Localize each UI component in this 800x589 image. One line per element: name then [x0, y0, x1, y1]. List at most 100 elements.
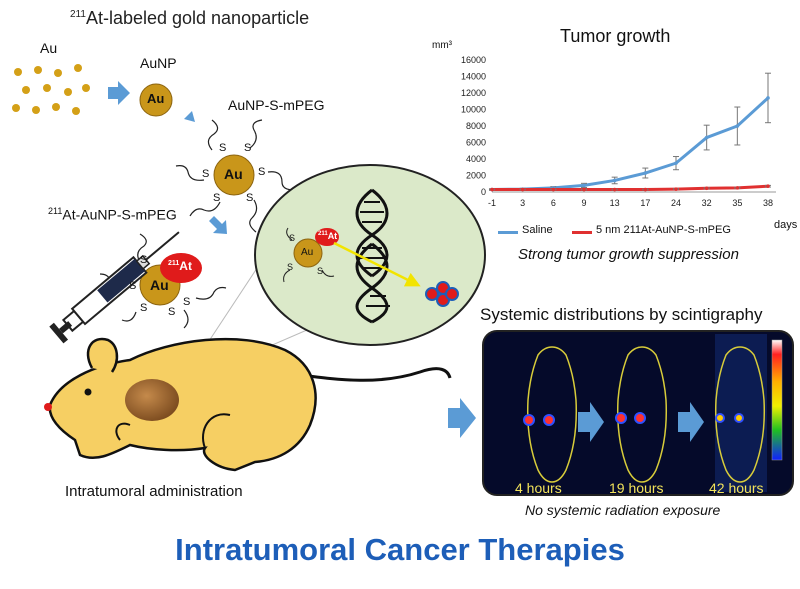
scintigraphy-caption: No systemic radiation exposure — [525, 502, 721, 518]
mouse — [44, 337, 452, 472]
x-tick-label: 38 — [763, 198, 773, 208]
arrow-aunp-to-peg — [177, 108, 195, 122]
x-tick-label: -1 — [488, 198, 496, 208]
label-at-aunp-peg: 211At-AuNP-S-mPEG — [48, 206, 177, 223]
chart-axes: 0 2000 4000 6000 8000 10000 12000 14000 16000 -1 3… — [461, 55, 776, 208]
data-point — [643, 171, 648, 175]
x-tick-label: 17 — [640, 198, 650, 208]
data-point — [674, 161, 678, 165]
sulfur-label: S — [140, 254, 148, 266]
x-tick-label: 3 — [520, 198, 525, 208]
inset-core-label: Au — [301, 247, 314, 258]
data-point — [612, 178, 617, 183]
scintigraphy-panel — [482, 330, 794, 496]
tumor-growth-chart: 0 2000 4000 6000 8000 10000 12000 14000 16000 -1 3… — [461, 55, 776, 208]
x-tick-label: 13 — [610, 198, 620, 208]
data-point — [551, 187, 556, 192]
radiation-damage-icon — [425, 281, 459, 307]
arrow-peg-to-at — [209, 216, 227, 234]
color-scale-bar — [771, 339, 783, 461]
at-core-label: Au — [150, 277, 169, 293]
series-line-1 — [492, 184, 769, 192]
chart-x-units: days — [774, 219, 798, 231]
arrow-au-to-aunp — [108, 81, 130, 105]
data-point — [704, 135, 709, 140]
aunp-particle — [139, 83, 173, 117]
label-aunp: AuNP — [140, 55, 177, 71]
label-au: Au — [40, 40, 58, 56]
data-point — [766, 184, 770, 189]
series-line-0 — [491, 96, 770, 192]
main-heading: Intratumoral Cancer Therapies — [175, 532, 625, 567]
sulfur-label: S — [168, 306, 176, 318]
hotspots — [523, 412, 744, 426]
data-point — [766, 96, 770, 100]
sulfur-label: S — [140, 302, 148, 314]
administration-label: Intratumoral administration — [65, 483, 243, 500]
data-point — [674, 187, 678, 191]
sulfur-label: S — [219, 142, 227, 154]
data-point — [520, 187, 525, 192]
sulfur-label: S — [202, 168, 210, 180]
y-tick-label: 2000 — [466, 171, 486, 181]
chart-title: Tumor growth — [560, 26, 671, 46]
chart-series — [489, 72, 771, 192]
scint-arrows — [578, 402, 704, 442]
sulfur-label: S — [287, 262, 294, 272]
legend-swatch-saline — [498, 231, 518, 234]
scintigraphy-title: Systemic distributions by scintigraphy — [480, 305, 763, 324]
y-tick-label: 0 — [481, 187, 486, 197]
legend-swatch-at — [572, 231, 592, 234]
data-point — [704, 186, 709, 191]
page-title: 211At-labeled gold nanoparticle — [70, 8, 310, 28]
legend-saline: Saline — [522, 224, 553, 236]
sulfur-label: S — [317, 266, 324, 276]
aunp-peg-particle — [175, 119, 295, 233]
sulfur-label: S — [246, 192, 254, 204]
x-tick-label: 6 — [551, 198, 556, 208]
chart-y-units: mm³ — [432, 40, 452, 51]
time-label-19h: 19 hours — [609, 480, 664, 496]
mouse-ear — [86, 337, 119, 373]
mouse-nose — [44, 403, 52, 411]
at-aunp-peg-particle — [99, 233, 227, 329]
data-point — [582, 187, 586, 192]
data-point — [735, 186, 740, 190]
time-label-42h: 42 hours — [709, 480, 764, 496]
gold-particles — [12, 64, 90, 115]
y-tick-label: 12000 — [461, 88, 486, 98]
sulfur-label: S — [244, 142, 252, 154]
syringe — [49, 231, 180, 344]
time-label-4h: 4 hours — [515, 480, 562, 496]
label-aunp-peg: AuNP-S-mPEG — [228, 97, 325, 113]
y-tick-label: 6000 — [466, 138, 486, 148]
data-point — [735, 124, 740, 128]
x-tick-label: 9 — [581, 198, 586, 208]
aunp-core-label: Au — [147, 91, 165, 106]
sulfur-label: S — [213, 192, 221, 204]
x-tick-label: 35 — [732, 198, 742, 208]
x-tick-label: 32 — [702, 198, 712, 208]
data-point — [582, 183, 586, 188]
data-point — [643, 187, 648, 192]
chart-caption: Strong tumor growth suppression — [518, 246, 739, 263]
y-tick-label: 8000 — [466, 121, 486, 131]
sulfur-label: S — [258, 166, 266, 178]
y-tick-label: 10000 — [461, 105, 486, 115]
peg-core-label: Au — [224, 166, 243, 182]
x-tick-label: 24 — [671, 198, 681, 208]
tumor — [125, 379, 179, 421]
sulfur-label: S — [129, 280, 137, 292]
y-tick-label: 16000 — [461, 55, 486, 65]
mouse-eye — [84, 388, 92, 396]
legend-at: 5 nm 211At-AuNP-S-mPEG — [596, 224, 731, 236]
arrow-mouse-to-scint — [448, 398, 476, 438]
mouse-body — [48, 337, 317, 472]
y-tick-label: 4000 — [466, 154, 486, 164]
sulfur-label: S — [289, 233, 296, 243]
at-badge: 211At — [168, 259, 192, 273]
data-point — [490, 187, 494, 192]
data-point — [612, 187, 617, 192]
